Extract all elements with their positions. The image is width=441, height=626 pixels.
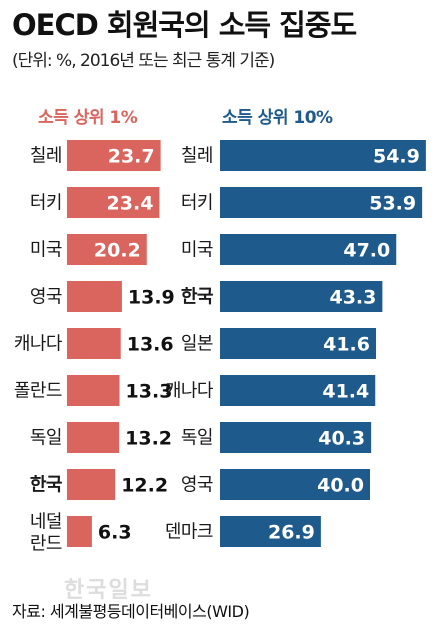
top1-category-label-5: 폴란드 bbox=[14, 381, 62, 402]
top10-bar-2 bbox=[220, 234, 397, 265]
top1-bar-0 bbox=[67, 140, 161, 171]
top10-category-label-6: 독일 bbox=[181, 428, 213, 449]
top1-bar-5 bbox=[67, 375, 120, 406]
top10-category-label-1: 터키 bbox=[181, 193, 213, 214]
top10-bar-6 bbox=[220, 422, 372, 453]
top10-value-label-3: 43.3 bbox=[329, 287, 376, 309]
top1-bar-7 bbox=[67, 469, 116, 500]
top10-value-label-7: 40.0 bbox=[317, 475, 364, 497]
top1-value-label-1: 23.4 bbox=[107, 193, 154, 215]
top1-panel-title: 소득 상위 1% bbox=[38, 108, 138, 128]
top10-category-label-5: 캐나다 bbox=[165, 381, 214, 402]
source-note: 자료: 세계불평등데이터베이스(WID) bbox=[12, 602, 250, 621]
top10-category-label-0: 칠레 bbox=[181, 146, 213, 167]
top1-category-label-1: 터키 bbox=[30, 193, 62, 214]
top1-category-label-4: 캐나다 bbox=[14, 334, 63, 355]
top10-bar-0 bbox=[220, 140, 426, 171]
top1-value-label-2: 20.2 bbox=[94, 240, 141, 262]
top1-value-label-3: 13.9 bbox=[128, 287, 175, 309]
top1-value-label-6: 13.2 bbox=[125, 428, 172, 450]
top1-bar-2 bbox=[67, 234, 147, 265]
top10-value-label-5: 41.4 bbox=[322, 381, 369, 403]
top1-value-label-7: 12.2 bbox=[121, 475, 168, 497]
top10-category-label-3: 한국 bbox=[181, 287, 213, 308]
top10-category-label-4: 일본 bbox=[181, 334, 213, 355]
chart-subtitle: (단위: %, 2016년 또는 최근 통계 기준) bbox=[12, 51, 275, 71]
top10-bar-8 bbox=[220, 516, 321, 547]
top1-bar-1 bbox=[67, 187, 160, 218]
top10-value-label-4: 41.6 bbox=[323, 334, 370, 356]
top10-category-label-7: 영국 bbox=[181, 475, 213, 496]
top10-value-label-2: 47.0 bbox=[343, 240, 390, 262]
top10-bar-7 bbox=[220, 469, 370, 500]
top1-category-label-6: 독일 bbox=[30, 428, 62, 449]
chart-title: OECD 회원국의 소득 집중도 bbox=[12, 8, 357, 42]
top10-category-label-2: 미국 bbox=[181, 240, 213, 261]
top10-bar-3 bbox=[220, 281, 383, 312]
top10-panel-title: 소득 상위 10% bbox=[222, 108, 333, 128]
top1-category-label-8: 네덜 란드 bbox=[30, 512, 62, 555]
top1-bar-8 bbox=[67, 516, 92, 547]
top1-category-label-7: 한국 bbox=[30, 475, 62, 496]
top1-bar-6 bbox=[67, 422, 120, 453]
top10-value-label-1: 53.9 bbox=[369, 193, 416, 215]
top1-value-label-4: 13.6 bbox=[127, 334, 174, 356]
top1-value-label-8: 6.3 bbox=[98, 522, 132, 544]
top10-bar-1 bbox=[220, 187, 423, 218]
top1-category-label-0: 칠레 bbox=[30, 146, 62, 167]
top10-category-label-8: 덴마크 bbox=[165, 522, 213, 543]
top1-value-label-5: 13.3 bbox=[126, 381, 173, 403]
top10-bar-4 bbox=[220, 328, 376, 359]
top1-bar-4 bbox=[67, 328, 121, 359]
top10-value-label-6: 40.3 bbox=[318, 428, 365, 450]
top1-bar-3 bbox=[67, 281, 122, 312]
top10-bar-5 bbox=[220, 375, 376, 406]
top10-value-label-0: 54.9 bbox=[373, 146, 420, 168]
top10-value-label-8: 26.9 bbox=[268, 522, 315, 544]
top1-value-label-0: 23.7 bbox=[108, 146, 155, 168]
top1-category-label-2: 미국 bbox=[30, 240, 62, 261]
top1-category-label-3: 영국 bbox=[30, 287, 62, 308]
newspaper-watermark: 한국일보 bbox=[64, 578, 153, 603]
